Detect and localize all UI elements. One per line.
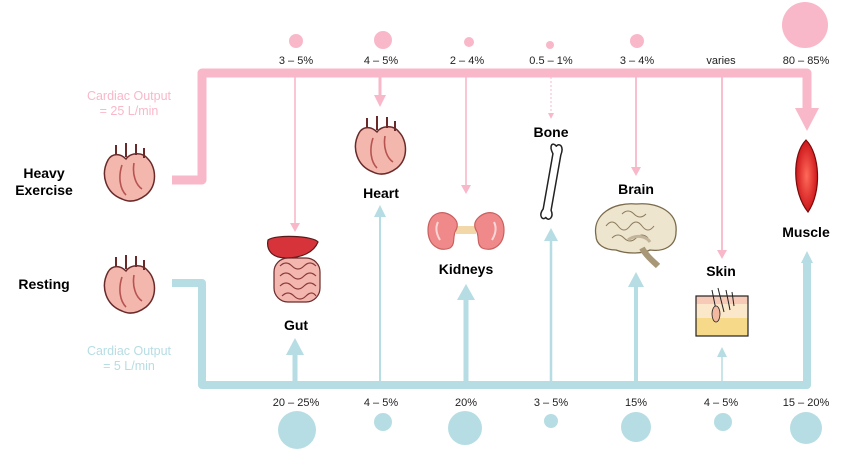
exercise-circle-kidneys xyxy=(464,37,474,47)
gut-icon xyxy=(267,235,321,303)
exercise-pct-bone: 0.5 – 1% xyxy=(529,55,573,67)
organ-label-brain: Brain xyxy=(618,181,654,197)
resting-circle-gut xyxy=(278,411,316,449)
exercise-pct-muscle: 80 – 85% xyxy=(783,55,830,67)
exercise-circle-brain xyxy=(630,34,644,48)
resting-circle-heart xyxy=(374,413,392,431)
exercise-circle-bone xyxy=(546,41,554,49)
resting-pct-muscle: 15 – 20% xyxy=(783,397,830,409)
exercise-cardiac-output-line1: Cardiac Output xyxy=(87,89,172,103)
resting-pathway xyxy=(172,214,811,389)
arrowhead-skin-up xyxy=(717,347,727,357)
exercise-pct-brain: 3 – 4% xyxy=(620,55,654,67)
resting-circle-kidneys xyxy=(448,411,482,445)
exercise-cardiac-output-line2: = 25 L/min xyxy=(100,104,159,118)
resting-circle-skin xyxy=(714,413,732,431)
arrowhead-heart-up xyxy=(374,205,386,217)
organ-label-heart: Heart xyxy=(363,185,399,201)
arrowhead-kidneys-up xyxy=(457,284,475,300)
resting-pct-bone: 3 – 5% xyxy=(534,397,568,409)
exercise-arrowheads xyxy=(290,95,819,259)
exercise-pct-heart: 4 – 5% xyxy=(364,55,398,67)
brain-icon xyxy=(594,203,677,269)
resting-cardiac-output-line2: = 5 L/min xyxy=(103,359,155,373)
arrowhead-gut xyxy=(290,223,300,232)
arrowhead-gut-up xyxy=(286,338,304,355)
resting-label: Resting xyxy=(18,276,69,292)
resting-pct-kidneys: 20% xyxy=(455,397,477,409)
organ-label-muscle: Muscle xyxy=(782,224,830,240)
organ-label-kidneys: Kidneys xyxy=(439,261,494,277)
exercise-pathway xyxy=(172,68,812,251)
heavy-exercise-label-line1: Heavy xyxy=(23,165,64,181)
resting-circle-bone xyxy=(544,414,558,428)
resting-percent-labels: 20 – 25% 4 – 5% 20% 3 – 5% 15% 4 – 5% 15… xyxy=(273,397,830,409)
resting-cardiac-output-line1: Cardiac Output xyxy=(87,344,172,358)
arrowhead-muscle-up xyxy=(801,251,813,263)
organ-label-gut: Gut xyxy=(284,317,308,333)
resting-arrowheads xyxy=(286,205,813,357)
exercise-pct-skin: varies xyxy=(706,55,736,67)
resting-pct-heart: 4 – 5% xyxy=(364,397,398,409)
exercise-circle-muscle xyxy=(782,2,828,48)
resting-circle-muscle xyxy=(790,412,822,444)
exercise-circle-gut xyxy=(289,34,303,48)
kidneys-icon xyxy=(427,212,505,250)
exercise-pct-gut: 3 – 5% xyxy=(279,55,313,67)
resting-pct-gut: 20 – 25% xyxy=(273,397,320,409)
heart-icon xyxy=(354,116,407,175)
bone-icon xyxy=(540,143,563,220)
exercise-main-line xyxy=(172,68,812,185)
resting-pct-brain: 15% xyxy=(625,397,647,409)
resting-circles xyxy=(278,411,822,449)
resting-pct-skin: 4 – 5% xyxy=(704,397,738,409)
arrowhead-muscle xyxy=(795,108,819,131)
arrowhead-bone xyxy=(548,113,554,119)
exercise-percent-labels: 3 – 5% 4 – 5% 2 – 4% 0.5 – 1% 3 – 4% var… xyxy=(279,55,830,67)
arrowhead-kidneys xyxy=(461,185,471,194)
arrowhead-heart xyxy=(374,95,386,107)
exercise-circle-heart xyxy=(374,31,392,49)
organ-label-skin: Skin xyxy=(706,263,736,279)
arrowhead-brain-up xyxy=(628,272,644,287)
arrowhead-bone-up xyxy=(544,228,558,241)
exercise-pct-kidneys: 2 – 4% xyxy=(450,55,484,67)
heart-icon xyxy=(103,143,156,202)
skin-icon xyxy=(695,287,749,337)
exercise-circles xyxy=(289,2,828,49)
heart-icon xyxy=(103,255,156,314)
resting-circle-brain xyxy=(621,412,651,442)
organ-label-bone: Bone xyxy=(534,124,569,140)
resting-main-line xyxy=(172,262,811,389)
arrowhead-brain xyxy=(631,167,641,176)
muscle-icon xyxy=(795,139,819,214)
arrowhead-skin xyxy=(717,250,727,259)
heavy-exercise-label-line2: Exercise xyxy=(15,182,73,198)
